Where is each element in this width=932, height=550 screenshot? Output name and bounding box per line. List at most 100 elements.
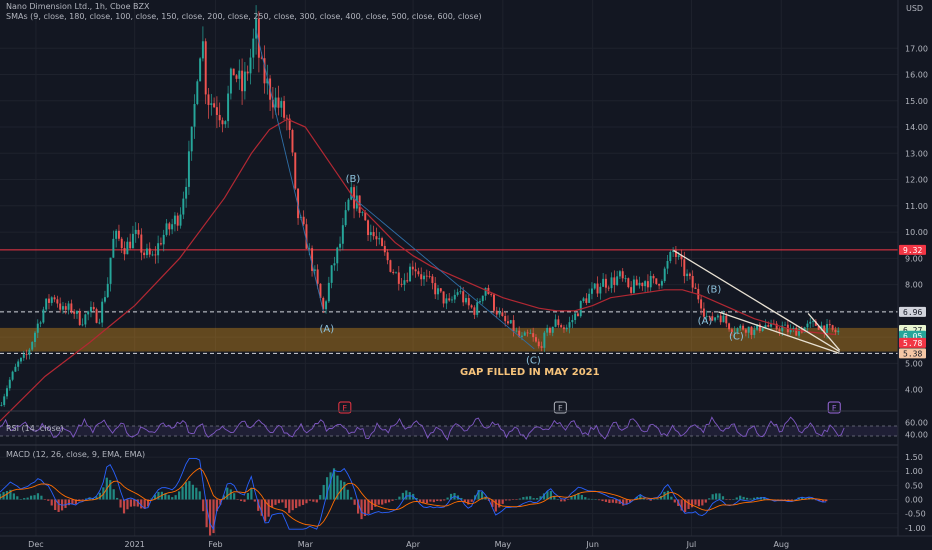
candle-body xyxy=(719,315,722,323)
candle-body xyxy=(504,315,507,322)
macd-histogram-bar xyxy=(415,498,418,500)
macd-histogram-bar xyxy=(301,499,305,505)
macd-histogram-bar xyxy=(229,489,232,500)
candle-body xyxy=(126,241,129,255)
candle-body xyxy=(658,283,661,286)
price-tick-label: 11.00 xyxy=(905,202,928,211)
candle-body xyxy=(465,298,467,303)
trendlines-layer xyxy=(255,29,841,354)
candle-body xyxy=(103,297,106,302)
earnings-marker[interactable] xyxy=(338,401,352,414)
time-tick-label: 2021 xyxy=(125,540,145,549)
macd-histogram-bar xyxy=(553,496,556,500)
candle-body xyxy=(585,298,588,303)
macd-line xyxy=(0,458,827,531)
candle-body xyxy=(400,283,403,285)
candle-body xyxy=(495,310,498,315)
candle-body xyxy=(28,349,31,356)
macd-histogram-bar xyxy=(384,499,387,504)
price-axis-background xyxy=(898,0,932,550)
time-axis[interactable]: Dec 2021 Feb Mar Apr May Jun Jul Aug xyxy=(0,535,932,549)
candle-body xyxy=(227,93,230,122)
candle-body xyxy=(3,396,6,405)
macd-histogram-bar xyxy=(198,491,201,500)
price-tag-label: 6.96 xyxy=(903,308,922,317)
candle-body xyxy=(39,322,42,324)
candle-body xyxy=(515,330,518,332)
rsi-axis-ticks: 60.00 40.00 xyxy=(905,418,928,439)
macd-histogram-bar xyxy=(377,499,380,505)
price-pane[interactable]: (B) (A) (C) (B) (A) (C) GAP FILLED IN MAY 202… xyxy=(0,5,898,422)
candle-body xyxy=(694,287,697,289)
candle-body xyxy=(484,287,487,296)
macd-pane[interactable]: MACD (12, 26, close, 9, EMA, EMA) xyxy=(0,444,898,536)
candle-body xyxy=(630,287,633,293)
earnings-marker[interactable] xyxy=(553,401,567,414)
candle-body xyxy=(45,298,48,310)
candle-body xyxy=(199,58,202,82)
candle-body xyxy=(621,271,624,279)
rsi-pane[interactable]: RSI (14, close) xyxy=(0,410,898,441)
candle-body xyxy=(451,299,453,301)
candle-body xyxy=(406,280,409,282)
macd-histogram-bar xyxy=(615,499,618,504)
gap-filled-annotation: GAP FILLED IN MAY 2021 xyxy=(460,367,600,378)
macd-histogram-bar xyxy=(794,499,797,500)
earnings-marker-label: E xyxy=(832,404,837,413)
macd-histogram-bar xyxy=(570,496,573,500)
macd-histogram-bar xyxy=(439,499,442,502)
sma-legend[interactable]: SMAs (9, close, 180, close, 100, close, … xyxy=(6,12,482,21)
price-tag-label: 5.78 xyxy=(903,339,922,348)
price-tick-label: 10.00 xyxy=(905,228,928,237)
macd-histogram-bar xyxy=(801,497,804,500)
macd-histogram-bar xyxy=(239,499,243,502)
symbol-title[interactable]: Nano Dimension Ltd., 1h, Cboe BZX xyxy=(6,2,150,11)
macd-histogram-bar xyxy=(319,495,322,500)
candle-body xyxy=(56,299,59,304)
candle-body xyxy=(372,232,375,237)
candle-body xyxy=(159,243,162,245)
candle-body xyxy=(73,311,76,314)
candle-body xyxy=(87,311,90,315)
candle-body xyxy=(462,291,465,303)
macd-histogram-bar xyxy=(250,487,253,500)
price-axis[interactable]: 4.005.006.007.008.009.0010.0011.0012.001… xyxy=(897,0,932,550)
price-tick-label: 16.00 xyxy=(905,71,928,80)
macd-histogram-bar xyxy=(54,499,57,510)
candle-body xyxy=(730,329,733,332)
macd-histogram-bar xyxy=(288,499,291,513)
macd-histogram-bar xyxy=(274,499,277,505)
macd-histogram-bar xyxy=(47,499,50,501)
macd-histogram-bar xyxy=(363,499,367,516)
candle-body xyxy=(618,271,621,277)
candle-body xyxy=(257,18,260,58)
price-tick-label: 4.00 xyxy=(905,386,923,395)
candle-body xyxy=(263,58,266,84)
macd-histogram-bar xyxy=(763,497,766,500)
candle-body xyxy=(361,212,364,214)
candle-body xyxy=(221,120,224,125)
macd-histogram-bar xyxy=(498,499,501,508)
macd-histogram-bar xyxy=(749,498,752,500)
candle-body xyxy=(616,276,619,285)
price-tag-label: 6.05 xyxy=(903,332,922,341)
candle-body xyxy=(518,330,521,337)
candle-body xyxy=(635,279,638,286)
macd-histogram-bar xyxy=(119,499,122,508)
macd-histogram-bar xyxy=(5,491,9,500)
wave-line xyxy=(255,29,324,311)
wave-labels-layer: (B) (A) (C) (B) (A) (C) xyxy=(320,174,744,366)
candle-body xyxy=(456,292,459,295)
candle-body xyxy=(764,325,767,329)
candle-body xyxy=(473,307,476,315)
candle-body xyxy=(389,260,392,272)
macd-histogram-bar xyxy=(649,499,652,501)
candle-body xyxy=(479,301,481,303)
macd-histogram-bar xyxy=(511,499,515,500)
candle-body xyxy=(243,71,246,92)
earnings-marker[interactable] xyxy=(827,401,841,414)
candle-body xyxy=(576,313,579,317)
macd-histogram-bar xyxy=(95,496,98,500)
